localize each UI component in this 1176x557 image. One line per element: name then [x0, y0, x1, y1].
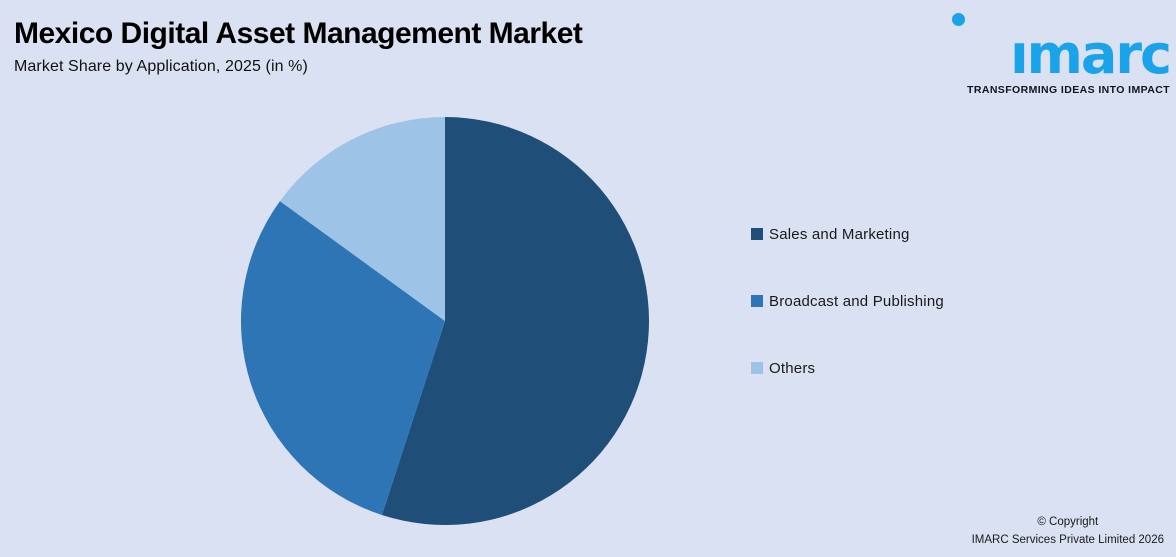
- chart-header: Mexico Digital Asset Management Market M…: [14, 17, 583, 76]
- legend-swatch-sales-and-marketing: [751, 228, 763, 240]
- legend-item-sales-and-marketing: Sales and Marketing: [751, 225, 944, 243]
- imarc-logo: ımarc TRANSFORMING IDEAS INTO IMPACT: [938, 6, 1172, 96]
- pie-slice-sales-and-marketing: [381, 117, 649, 525]
- legend-item-others: Others: [751, 359, 944, 377]
- legend: Sales and Marketing Broadcast and Publis…: [751, 226, 944, 427]
- pie-slice-broadcast-and-publishing: [241, 201, 445, 516]
- pie-chart-svg: [241, 117, 649, 525]
- legend-item-broadcast-and-publishing: Broadcast and Publishing: [751, 292, 944, 310]
- legend-label: Sales and Marketing: [769, 225, 910, 243]
- copyright-line-2: IMARC Services Private Limited 2026: [971, 534, 1164, 547]
- legend-label: Broadcast and Publishing: [769, 292, 944, 310]
- legend-label: Others: [769, 359, 816, 377]
- copyright-line-1: © Copyright: [1037, 516, 1099, 529]
- legend-swatch-others: [751, 362, 763, 374]
- imarc-wordmark: ımarc: [1010, 23, 1172, 86]
- page-title: Mexico Digital Asset Management Market: [14, 17, 583, 50]
- legend-swatch-broadcast-and-publishing: [751, 295, 763, 307]
- pie-slice-others: [279, 117, 445, 321]
- imarc-tagline: TRANSFORMING IDEAS INTO IMPACT: [967, 84, 1170, 96]
- page-subtitle: Market Share by Application, 2025 (in %): [14, 57, 308, 75]
- pie-chart: [241, 117, 649, 525]
- copyright: © Copyright IMARC Services Private Limit…: [972, 514, 1164, 550]
- imarc-logo-dot-icon: [952, 13, 965, 26]
